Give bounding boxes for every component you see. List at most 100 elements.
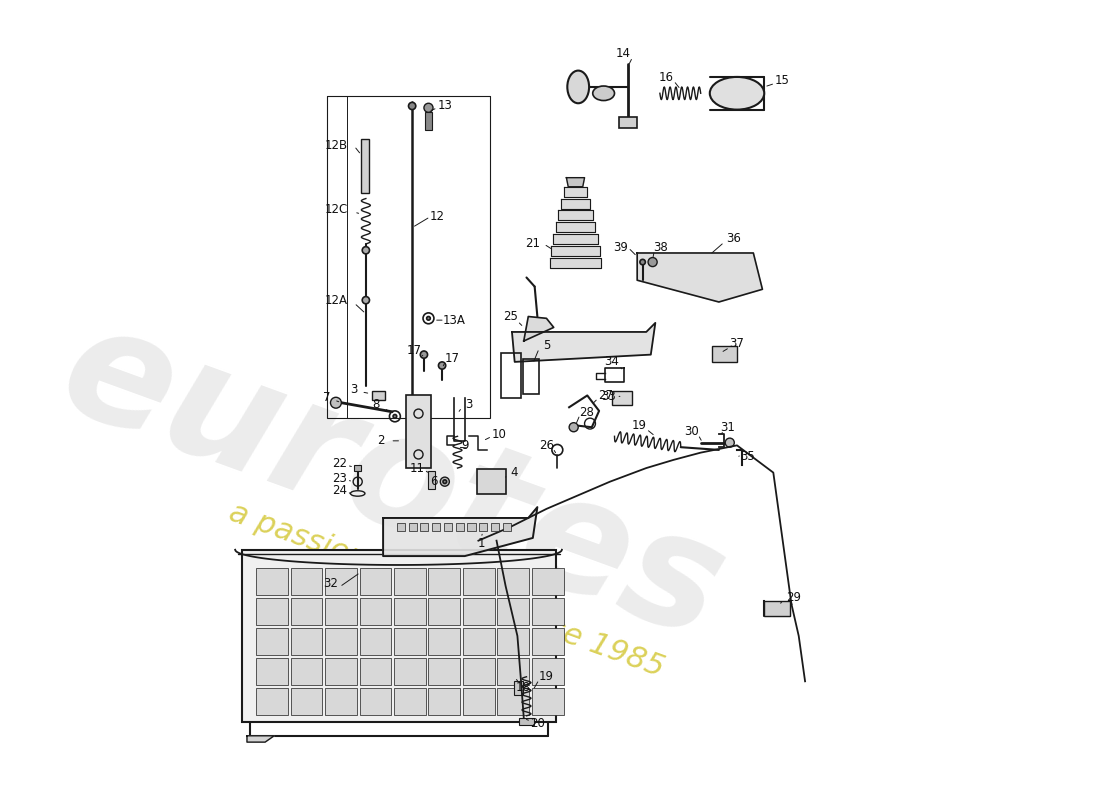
Text: 33: 33 (601, 390, 616, 403)
Bar (372, 391, 385, 400)
Bar (522, 359, 539, 394)
Bar (360, 568, 392, 595)
Bar (394, 628, 426, 655)
Polygon shape (551, 246, 600, 256)
Polygon shape (558, 210, 593, 220)
Bar (394, 688, 426, 715)
Bar (256, 658, 288, 685)
Bar (324, 598, 356, 625)
Text: 9: 9 (461, 439, 469, 452)
Text: 4: 4 (510, 466, 517, 479)
Text: 21: 21 (526, 238, 540, 250)
Text: 38: 38 (653, 241, 668, 254)
Bar (619, 117, 637, 128)
Text: 7: 7 (323, 390, 331, 404)
Bar (476, 469, 506, 494)
Bar (468, 522, 475, 530)
Bar (290, 658, 322, 685)
Text: 5: 5 (542, 339, 550, 352)
Bar (502, 353, 521, 398)
Bar (360, 688, 392, 715)
Text: 13: 13 (438, 98, 452, 111)
Polygon shape (563, 186, 587, 197)
Circle shape (408, 102, 416, 110)
Bar (360, 598, 392, 625)
Bar (444, 522, 452, 530)
Ellipse shape (593, 86, 615, 101)
Polygon shape (512, 323, 656, 362)
Circle shape (443, 480, 447, 483)
Text: 14: 14 (616, 47, 631, 60)
Text: 27: 27 (598, 389, 613, 402)
Bar (429, 658, 460, 685)
Ellipse shape (710, 77, 764, 110)
Bar (463, 598, 495, 625)
Circle shape (424, 103, 433, 112)
Bar (360, 658, 392, 685)
Text: 12B: 12B (324, 139, 348, 153)
Text: 3: 3 (351, 382, 358, 396)
Bar (429, 568, 460, 595)
Bar (256, 688, 288, 715)
Bar (324, 658, 356, 685)
Bar (764, 602, 790, 616)
Bar (532, 628, 563, 655)
Bar (256, 628, 288, 655)
Bar (455, 522, 464, 530)
Bar (242, 550, 556, 722)
Text: 1: 1 (477, 537, 485, 550)
Bar (532, 658, 563, 685)
Circle shape (393, 414, 397, 418)
Circle shape (569, 422, 579, 432)
Bar (290, 568, 322, 595)
Bar (463, 568, 495, 595)
Bar (327, 96, 491, 418)
Polygon shape (556, 222, 595, 232)
Circle shape (427, 317, 430, 320)
Bar (429, 628, 460, 655)
Bar (397, 522, 405, 530)
Text: 12: 12 (430, 210, 446, 223)
Text: 8: 8 (372, 398, 379, 411)
Bar (256, 568, 288, 595)
Bar (354, 466, 361, 470)
Bar (406, 395, 431, 468)
Text: 15: 15 (774, 74, 790, 87)
Text: 3: 3 (464, 398, 472, 411)
Circle shape (640, 259, 646, 265)
Bar (532, 568, 563, 595)
Bar (712, 346, 737, 362)
Bar (497, 688, 529, 715)
Bar (420, 522, 429, 530)
Bar (256, 598, 288, 625)
Circle shape (362, 246, 370, 254)
Bar (324, 628, 356, 655)
Ellipse shape (568, 70, 590, 103)
Text: 31: 31 (720, 421, 736, 434)
Text: 12A: 12A (324, 294, 348, 306)
Text: 36: 36 (726, 232, 740, 245)
Text: 32: 32 (323, 577, 338, 590)
Text: 17: 17 (444, 352, 460, 365)
Circle shape (420, 351, 428, 358)
Bar (463, 688, 495, 715)
Circle shape (362, 297, 370, 304)
Circle shape (330, 398, 341, 408)
Text: 12C: 12C (324, 203, 348, 216)
Bar (519, 718, 534, 725)
Polygon shape (248, 736, 274, 742)
Polygon shape (561, 198, 590, 209)
Bar (497, 568, 529, 595)
Text: 2: 2 (377, 434, 385, 447)
Bar (497, 628, 529, 655)
Bar (532, 598, 563, 625)
Bar (290, 628, 322, 655)
Bar (429, 598, 460, 625)
Text: 35: 35 (740, 450, 756, 462)
Text: 22: 22 (332, 457, 346, 470)
Bar (514, 682, 522, 695)
Text: 26: 26 (539, 439, 554, 452)
Text: eurotes: eurotes (41, 290, 744, 673)
Text: 19: 19 (539, 670, 554, 683)
Bar (324, 688, 356, 715)
